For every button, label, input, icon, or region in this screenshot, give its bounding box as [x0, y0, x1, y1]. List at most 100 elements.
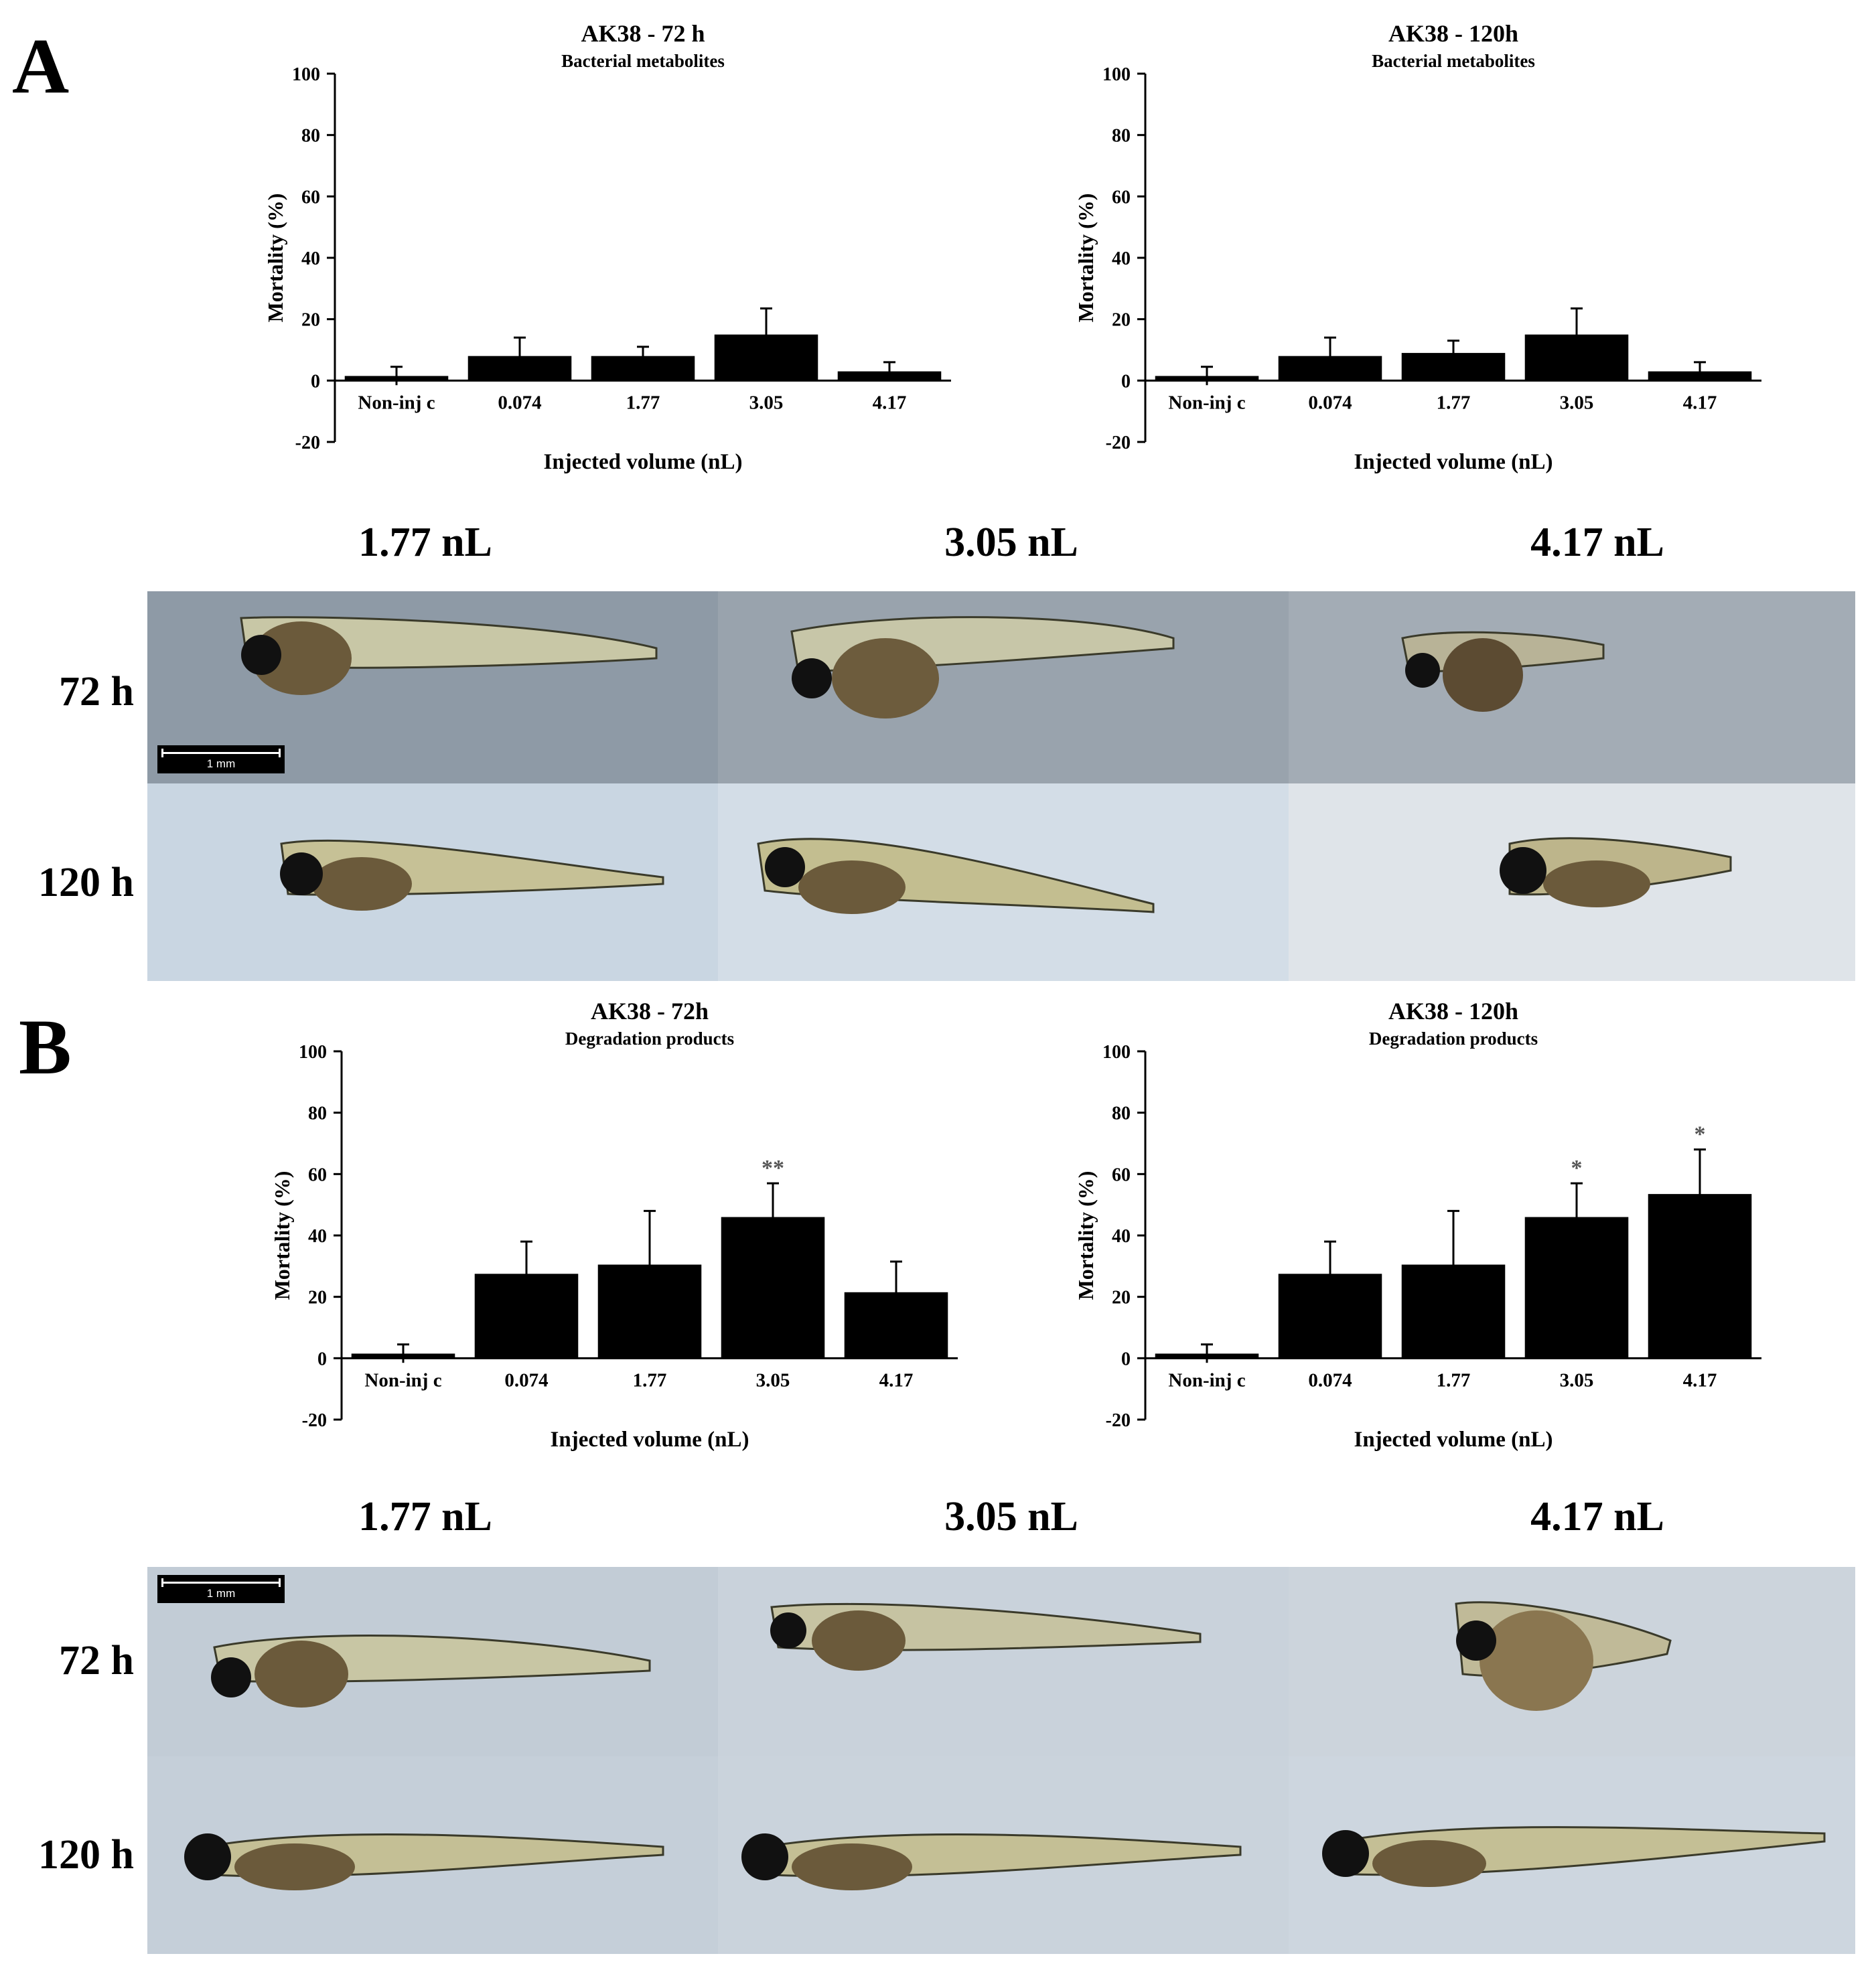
panel-letter-b: B — [19, 1003, 72, 1091]
y-tick-label: 100 — [299, 1042, 327, 1063]
chart-b-72h: AK38 - 72h Degradation products 100 80 60 40 2… — [270, 998, 958, 1452]
x-axis-label: Injected volume (nL) — [1354, 450, 1553, 474]
y-axis-label: Mortality (%) — [270, 1171, 294, 1300]
larva-icon — [240, 616, 658, 695]
dose-label-b-1: 1.77 nL — [358, 1494, 492, 1539]
x-tick-label: Non-inj c — [358, 392, 435, 413]
y-tick-label: 0 — [1121, 1349, 1131, 1369]
x-tick-label: 1.77 — [1437, 392, 1471, 413]
x-tick-label: 0.074 — [504, 1369, 548, 1391]
y-tick-label: -20 — [295, 433, 320, 453]
y-tick-label: 20 — [301, 310, 320, 331]
x-tick-label: 3.05 — [756, 1369, 790, 1391]
y-tick-label: 100 — [1102, 1042, 1131, 1063]
chart-a-120h: AK38 - 120h Bacterial metabolites 100 80 60 4… — [1074, 20, 1761, 474]
x-tick-label: 4.17 — [879, 1369, 914, 1391]
larva-icon — [211, 1635, 651, 1708]
chart-title: AK38 - 72h — [591, 998, 709, 1025]
larva-icon — [1401, 631, 1605, 712]
chart-title: AK38 - 72 h — [581, 20, 705, 47]
larva-photo-a-120h-3.05 — [718, 783, 1289, 981]
larva-icon — [184, 1833, 664, 1890]
time-label-a-72h: 72 h — [59, 669, 134, 714]
x-axis-label: Injected volume (nL) — [551, 1428, 749, 1452]
chart-subtitle: Degradation products — [565, 1029, 734, 1049]
photo-grid-a: 1 mm — [147, 591, 1855, 981]
x-tick-label: 0.074 — [1308, 1369, 1352, 1391]
y-tick-label: 0 — [317, 1349, 327, 1369]
y-tick-label: 0 — [311, 371, 320, 392]
y-tick-label: 40 — [301, 248, 320, 269]
y-tick-label: 40 — [308, 1226, 327, 1247]
larva-photo-b-120h-3.05 — [718, 1756, 1289, 1954]
y-axis-label: Mortality (%) — [1074, 194, 1098, 323]
larva-icon — [741, 1833, 1242, 1890]
larva-icon — [1500, 837, 1732, 907]
y-tick-label: 40 — [1112, 1226, 1131, 1247]
x-tick-label: Non-inj c — [1168, 1369, 1245, 1391]
y-tick-label: 60 — [1112, 187, 1131, 208]
larva-photo-a-72h-4.17 — [1289, 591, 1855, 783]
y-axis-label: Mortality (%) — [263, 194, 287, 323]
y-tick-label: 80 — [308, 1104, 327, 1124]
y-axis-label: Mortality (%) — [1074, 1171, 1098, 1300]
chart-title: AK38 - 120h — [1388, 20, 1518, 47]
chart-b-120h: AK38 - 120h Degradation products 100 80 60 40… — [1074, 998, 1761, 1452]
y-tick-label: 60 — [301, 187, 320, 208]
x-tick-label: 3.05 — [1560, 392, 1594, 413]
larva-photo-b-72h-3.05 — [718, 1567, 1289, 1756]
y-tick-label: 100 — [1102, 64, 1131, 85]
x-tick-label: 4.17 — [873, 392, 907, 413]
dose-label-a-3: 4.17 nL — [1530, 520, 1664, 565]
x-axis-label: Injected volume (nL) — [1354, 1428, 1553, 1452]
larva-icon — [790, 616, 1175, 719]
x-tick-label: 1.77 — [1437, 1369, 1471, 1391]
y-tick-label: 20 — [1112, 1288, 1131, 1308]
x-tick-label: 3.05 — [1560, 1369, 1594, 1391]
larva-photo-a-120h-4.17 — [1289, 783, 1855, 981]
scale-bar: 1 mm — [157, 1575, 285, 1603]
x-tick-label: 3.05 — [749, 392, 784, 413]
y-tick-label: 40 — [1112, 248, 1131, 269]
y-tick-label: 80 — [301, 126, 320, 147]
larva-icon — [757, 838, 1155, 914]
time-label-b-72h: 72 h — [59, 1638, 134, 1683]
chart-subtitle: Degradation products — [1369, 1029, 1538, 1049]
dose-label-a-1: 1.77 nL — [358, 520, 492, 565]
larva-photo-b-120h-4.17 — [1289, 1756, 1855, 1954]
y-tick-label: 20 — [308, 1288, 327, 1308]
significance-label: * — [1694, 1122, 1706, 1147]
photo-grid-b: 1 mm — [147, 1567, 1855, 1954]
y-tick-label: 20 — [1112, 310, 1131, 331]
y-tick-label: -20 — [1106, 1410, 1131, 1431]
x-tick-label: 4.17 — [1683, 392, 1717, 413]
x-tick-label: 1.77 — [626, 392, 660, 413]
y-tick-label: 60 — [1112, 1164, 1131, 1185]
larva-icon — [1322, 1826, 1826, 1887]
larva-photo-b-72h-4.17 — [1289, 1567, 1855, 1756]
chart-a-72h: AK38 - 72 h Bacterial metabolites 100 80 60 4… — [263, 20, 951, 474]
y-tick-label: 100 — [292, 64, 320, 85]
significance-label: ** — [762, 1156, 784, 1181]
x-tick-label: Non-inj c — [1168, 392, 1245, 413]
chart-subtitle: Bacterial metabolites — [1372, 51, 1535, 71]
dose-label-a-2: 3.05 nL — [944, 520, 1078, 565]
chart-subtitle: Bacterial metabolites — [561, 51, 725, 71]
larva-photo-a-120h-1.77 — [147, 783, 718, 981]
panel-letter-a: A — [12, 22, 70, 110]
y-tick-label: 60 — [308, 1164, 327, 1185]
dose-label-b-2: 3.05 nL — [944, 1494, 1078, 1539]
x-tick-label: 4.17 — [1683, 1369, 1717, 1391]
y-tick-label: -20 — [1106, 433, 1131, 453]
larva-photo-b-72h-1.77: 1 mm — [147, 1567, 718, 1756]
larva-icon — [280, 839, 664, 911]
x-axis-label: Injected volume (nL) — [544, 450, 743, 474]
x-tick-label: 0.074 — [498, 392, 541, 413]
significance-label: * — [1571, 1156, 1583, 1181]
larva-photo-a-72h-1.77: 1 mm — [147, 591, 718, 783]
larva-photo-b-120h-1.77 — [147, 1756, 718, 1954]
scale-bar: 1 mm — [157, 745, 285, 773]
x-tick-label: 0.074 — [1308, 392, 1352, 413]
y-tick-label: 80 — [1112, 1104, 1131, 1124]
